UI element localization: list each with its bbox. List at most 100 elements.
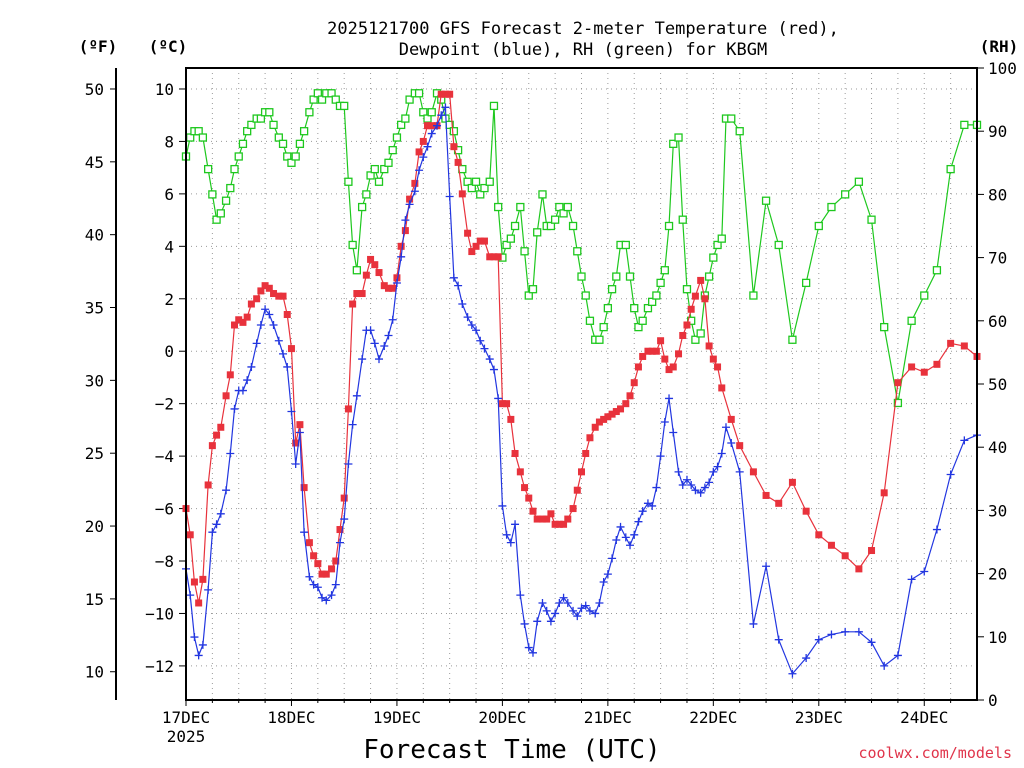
rh-tick-label: 50 — [988, 375, 1007, 394]
temperature-point — [190, 578, 198, 586]
temperature-point — [305, 539, 313, 547]
fahrenheit-tick-label: 25 — [85, 444, 104, 463]
dewpoint-point — [454, 281, 463, 290]
rh-point — [194, 127, 203, 136]
dewpoint-point — [960, 436, 969, 445]
rh-point — [607, 285, 617, 294]
dewpoint-point — [696, 488, 705, 497]
fahrenheit-tick-label: 30 — [85, 371, 104, 390]
dewpoint-point — [194, 651, 203, 660]
dewpoint-point — [458, 300, 467, 309]
dewpoint-point — [498, 501, 507, 510]
temperature-point — [947, 339, 955, 347]
dewpoint-point — [827, 630, 836, 639]
dewpoint-point — [907, 575, 916, 584]
dewpoint-point — [546, 617, 555, 626]
celsius-tick-label: −8 — [155, 552, 174, 571]
temperature-point — [310, 552, 318, 560]
temperature-point — [213, 431, 221, 439]
temperature-point — [384, 284, 392, 292]
dewpoint-point — [441, 103, 450, 112]
dewpoint-point — [204, 585, 213, 594]
temperature-point — [292, 439, 300, 447]
rh-point — [573, 247, 582, 256]
dewpoint-point — [212, 520, 221, 529]
dewpoint-point — [222, 486, 231, 495]
temperature-point — [424, 122, 432, 130]
rh-point — [216, 209, 225, 218]
fahrenheit-tick-label: 35 — [85, 299, 104, 318]
dewpoint-point — [652, 483, 661, 492]
dewpoint-point — [573, 612, 582, 621]
dewpoint-point — [538, 598, 547, 607]
dewpoint-point — [472, 326, 481, 335]
dewpoint-point — [370, 339, 379, 348]
fahrenheit-tick-label: 45 — [85, 153, 104, 172]
credit-text: coolwx.com/models — [858, 744, 1012, 762]
rh-tick-label: 90 — [988, 122, 1007, 141]
temperature-point — [775, 499, 783, 507]
temperature-point — [328, 565, 336, 573]
temperature-point — [283, 311, 291, 319]
dewpoint-point — [528, 648, 537, 657]
celsius-tick-label: −2 — [155, 395, 174, 414]
temperature-point — [687, 305, 695, 313]
rh-point — [520, 247, 529, 256]
temperature-point — [669, 363, 677, 371]
temperature-point — [586, 434, 594, 442]
rh-point — [313, 89, 322, 98]
temperature-point — [569, 505, 577, 513]
celsius-tick-label: −4 — [155, 447, 174, 466]
dewpoint-point — [445, 192, 454, 201]
temperature-point — [608, 410, 616, 418]
temperature-point — [322, 570, 330, 578]
rh-point — [581, 291, 590, 300]
rh-point — [854, 177, 864, 186]
rh-point — [357, 202, 367, 212]
rh-tick-label: 10 — [988, 628, 1007, 647]
rh-point — [801, 278, 811, 288]
dewpoint-point — [621, 533, 630, 542]
temperature-point — [675, 350, 683, 358]
rh-tick-label: 0 — [988, 691, 998, 710]
temperature-point — [199, 575, 207, 583]
dewpoint-point — [274, 336, 283, 345]
rh-point — [299, 127, 309, 136]
dewpoint-point — [585, 606, 594, 615]
temperature-point — [279, 292, 287, 300]
celsius-tick-label: 10 — [155, 80, 174, 99]
rh-point — [476, 190, 485, 199]
temperature-point — [358, 290, 366, 298]
dewpoint-point — [591, 609, 600, 618]
celsius-tick-label: 0 — [164, 342, 174, 361]
temperature-point — [639, 352, 647, 360]
temperature-point — [261, 282, 269, 290]
dewpoint-point — [494, 394, 503, 403]
rh-point — [595, 335, 604, 344]
temperature-point — [827, 541, 835, 549]
temperature-point — [446, 90, 454, 98]
dewpoint-point — [678, 480, 687, 489]
dewpoint-point — [295, 428, 304, 437]
dewpoint-point — [506, 538, 515, 547]
temperature-point — [709, 355, 717, 363]
dewpoint-point — [344, 459, 353, 468]
temperature-point — [788, 478, 796, 486]
temperature-point — [231, 321, 239, 329]
celsius-tick-label: −10 — [145, 604, 174, 623]
temperature-point — [265, 284, 273, 292]
temperature-point — [257, 287, 265, 295]
dewpoint-point — [261, 305, 270, 314]
temperature-point — [555, 520, 563, 528]
dewpoint-point — [687, 480, 696, 489]
rh-point — [563, 202, 572, 212]
dewpoint-point — [485, 355, 494, 364]
rh-tick-label: 80 — [988, 185, 1007, 204]
rh-point — [660, 266, 669, 275]
temperature-point — [701, 295, 709, 303]
temperature-point — [406, 195, 414, 203]
rh-point — [634, 322, 643, 332]
rh-point — [287, 158, 296, 167]
rh-point — [960, 120, 969, 130]
